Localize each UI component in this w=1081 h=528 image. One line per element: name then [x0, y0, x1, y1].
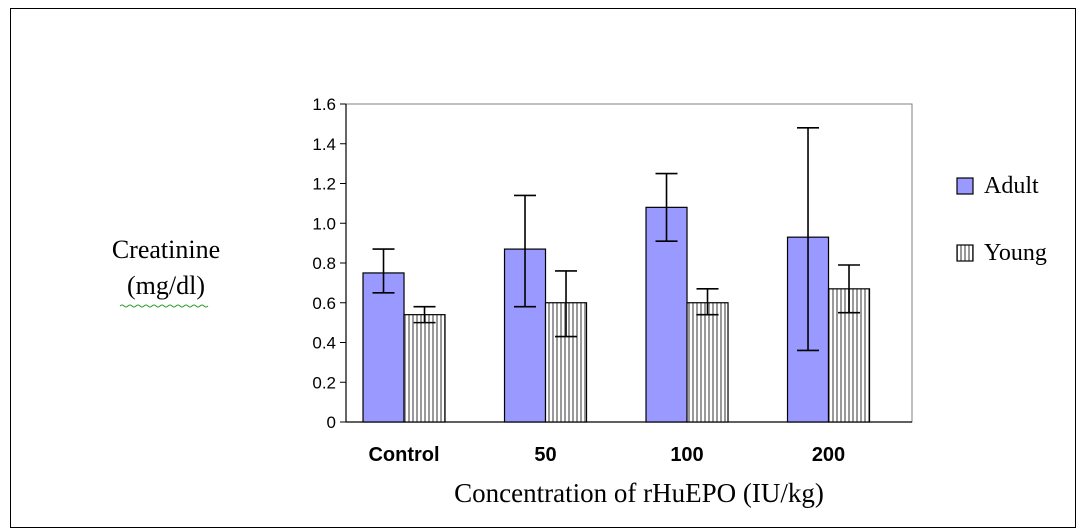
y-tick-label: 0.8 — [312, 254, 336, 273]
legend-label-young: Young — [984, 240, 1047, 266]
bar-young — [403, 314, 446, 423]
y-tick-label: 0 — [327, 413, 336, 432]
y-tick-label: 0.6 — [312, 294, 336, 313]
x-category-label: 100 — [670, 444, 703, 466]
bar-young — [544, 302, 588, 423]
y-tick-label: 1.2 — [312, 175, 336, 194]
y-tick-label: 0.4 — [312, 334, 336, 353]
x-category-label: 50 — [534, 444, 556, 466]
x-category-label: 200 — [812, 444, 845, 466]
spellcheck-squiggle — [119, 304, 209, 308]
legend: Adult Young — [956, 173, 1047, 266]
bar-young — [686, 302, 729, 423]
legend-swatch-young — [956, 244, 974, 262]
y-tick-label: 1.0 — [312, 214, 336, 233]
y-axis-title-line2: (mg/dl) — [127, 271, 205, 300]
y-tick-label: 0.2 — [312, 373, 336, 392]
legend-swatch-adult — [956, 177, 974, 195]
legend-label-adult: Adult — [984, 173, 1039, 199]
bar-adult — [645, 206, 688, 423]
bar-adult — [362, 272, 405, 423]
y-tick-label: 1.6 — [312, 95, 336, 114]
x-category-label: Control — [368, 444, 439, 466]
y-axis-title-line1: Creatinine — [112, 235, 220, 264]
x-axis-title: Concentration of rHuEPO (IU/kg) — [454, 478, 824, 508]
y-tick-label: 1.4 — [312, 135, 336, 154]
